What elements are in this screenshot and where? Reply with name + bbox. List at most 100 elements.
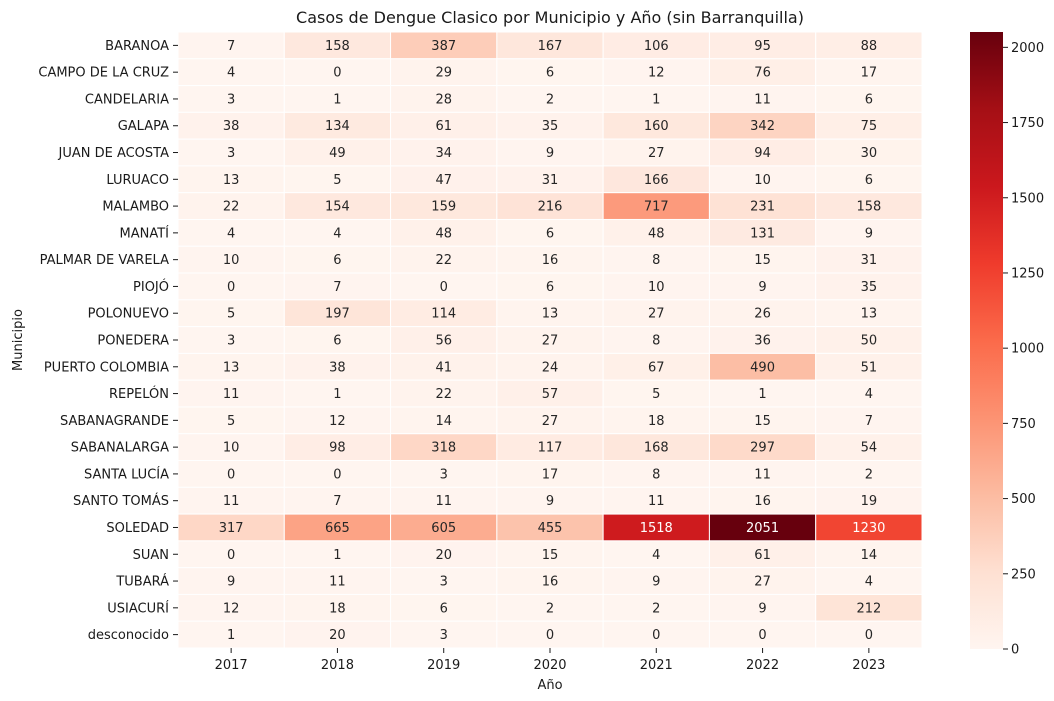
heatmap-cell xyxy=(815,620,923,649)
heatmap-cell xyxy=(390,138,498,167)
heatmap-cell xyxy=(815,111,923,140)
cell-value-label: 4 xyxy=(652,548,660,563)
cell-value-label: 31 xyxy=(542,173,559,188)
y-tick-label: PIOJÓ xyxy=(133,279,169,295)
y-tick-label: PUERTO COLOMBIA xyxy=(44,360,169,375)
cell-value-label: 10 xyxy=(754,173,771,188)
heatmap-cell xyxy=(390,58,498,87)
colorbar-ticks: 0 250 500 750 1000 1250 1500 1750 2000 xyxy=(1003,41,1044,658)
heatmap-cell xyxy=(602,245,710,274)
heatmap-cell xyxy=(496,406,604,435)
cell-value-label: 1 xyxy=(758,387,766,402)
cell-value-label: 5 xyxy=(652,387,660,402)
heatmap-cell xyxy=(815,593,923,622)
heatmap-cell xyxy=(496,272,604,301)
heatmap-cell xyxy=(708,31,817,60)
cell-value-label: 94 xyxy=(754,146,771,161)
cell-value-label: 28 xyxy=(435,92,452,107)
cell-value-label: 13 xyxy=(861,307,878,322)
heatmap-cell xyxy=(283,433,392,462)
heatmap-cell xyxy=(602,593,710,622)
colorbar-tick-label: 1250 xyxy=(1011,266,1044,281)
heatmap-cell xyxy=(708,460,817,488)
heatmap-cell xyxy=(283,406,392,435)
y-tick-label: SANTO TOMÁS xyxy=(73,493,169,509)
cell-value-label: 31 xyxy=(861,253,878,268)
x-axis-label: Año xyxy=(537,678,562,693)
heatmap-cell xyxy=(815,165,923,194)
heatmap-cell xyxy=(708,272,817,301)
cell-value-label: 35 xyxy=(861,280,878,295)
heatmap-cell xyxy=(496,352,604,381)
cell-value-label: 7 xyxy=(227,39,235,54)
cell-value-label: 9 xyxy=(758,601,766,616)
heatmap-cell xyxy=(177,138,285,167)
heatmap-cell xyxy=(390,85,498,113)
cell-value-label: 11 xyxy=(754,92,771,107)
heatmap-cell xyxy=(815,58,923,87)
cell-value-label: 38 xyxy=(223,119,240,134)
heatmap-cell xyxy=(390,593,498,622)
heatmap-cell xyxy=(708,513,817,542)
y-tick-label: desconocido xyxy=(88,628,169,643)
heatmap-cell xyxy=(602,272,710,301)
x-tick-label: 2023 xyxy=(852,658,885,673)
cell-value-label: 1 xyxy=(333,92,341,107)
cell-value-label: 6 xyxy=(865,92,873,107)
cell-value-label: 4 xyxy=(865,387,873,402)
heatmap-cell xyxy=(708,540,817,569)
cell-value-label: 13 xyxy=(542,307,559,322)
cell-value-label: 2 xyxy=(865,467,873,482)
y-tick-label: BARANOA xyxy=(105,39,169,54)
heatmap-cell xyxy=(815,460,923,488)
heatmap-cell xyxy=(815,218,923,247)
cell-value-label: 154 xyxy=(325,200,350,215)
heatmap-cell xyxy=(390,620,498,649)
heatmap-cell xyxy=(283,165,392,194)
heatmap-cell xyxy=(815,299,923,328)
y-tick-label: JUAN DE ACOSTA xyxy=(57,146,169,161)
cell-value-label: 6 xyxy=(546,226,554,241)
cell-value-label: 49 xyxy=(329,146,346,161)
heatmap-cell xyxy=(283,326,392,354)
cell-value-label: 9 xyxy=(227,575,235,590)
cell-value-label: 9 xyxy=(758,280,766,295)
cell-value-label: 106 xyxy=(644,39,669,54)
cell-value-label: 0 xyxy=(758,628,766,643)
cell-value-label: 158 xyxy=(325,39,350,54)
heatmap-cell xyxy=(815,192,923,220)
cell-value-label: 51 xyxy=(861,360,878,375)
cell-value-label: 54 xyxy=(861,441,878,456)
heatmap-cell xyxy=(177,620,285,649)
heatmap-cell xyxy=(602,165,710,194)
heatmap-cell xyxy=(708,620,817,649)
cell-value-label: 317 xyxy=(219,521,244,536)
heatmap-cell xyxy=(177,352,285,381)
heatmap-cell xyxy=(283,486,392,515)
cell-value-label: 18 xyxy=(648,414,665,429)
heatmap-cell xyxy=(177,192,285,220)
cell-value-label: 20 xyxy=(435,548,452,563)
cell-value-label: 3 xyxy=(227,92,235,107)
heatmap-cell xyxy=(815,272,923,301)
heatmap-cell xyxy=(390,299,498,328)
cell-value-label: 197 xyxy=(325,307,350,322)
y-tick-label: SABANALARGA xyxy=(71,441,169,456)
heatmap-cell xyxy=(815,352,923,381)
cell-value-label: 12 xyxy=(648,66,665,81)
y-tick-label: LURUACO xyxy=(106,173,169,188)
cell-value-label: 15 xyxy=(542,548,559,563)
cell-value-label: 22 xyxy=(223,200,240,215)
cell-value-label: 56 xyxy=(435,334,452,349)
x-tick-label: 2022 xyxy=(746,658,779,673)
cell-value-label: 6 xyxy=(333,253,341,268)
heatmap-cell xyxy=(283,593,392,622)
cell-value-label: 131 xyxy=(750,226,775,241)
y-tick-label: POLONUEVO xyxy=(88,307,169,322)
heatmap-cell xyxy=(602,58,710,87)
cell-value-label: 12 xyxy=(329,414,346,429)
heatmap-cell-labels: 7 158 387 167 106 95 884 0 29 6 12 76 173 1 28 2 1 11 638 1… xyxy=(219,39,886,643)
cell-value-label: 6 xyxy=(546,66,554,81)
cell-value-label: 18 xyxy=(329,601,346,616)
cell-value-label: 0 xyxy=(227,548,235,563)
